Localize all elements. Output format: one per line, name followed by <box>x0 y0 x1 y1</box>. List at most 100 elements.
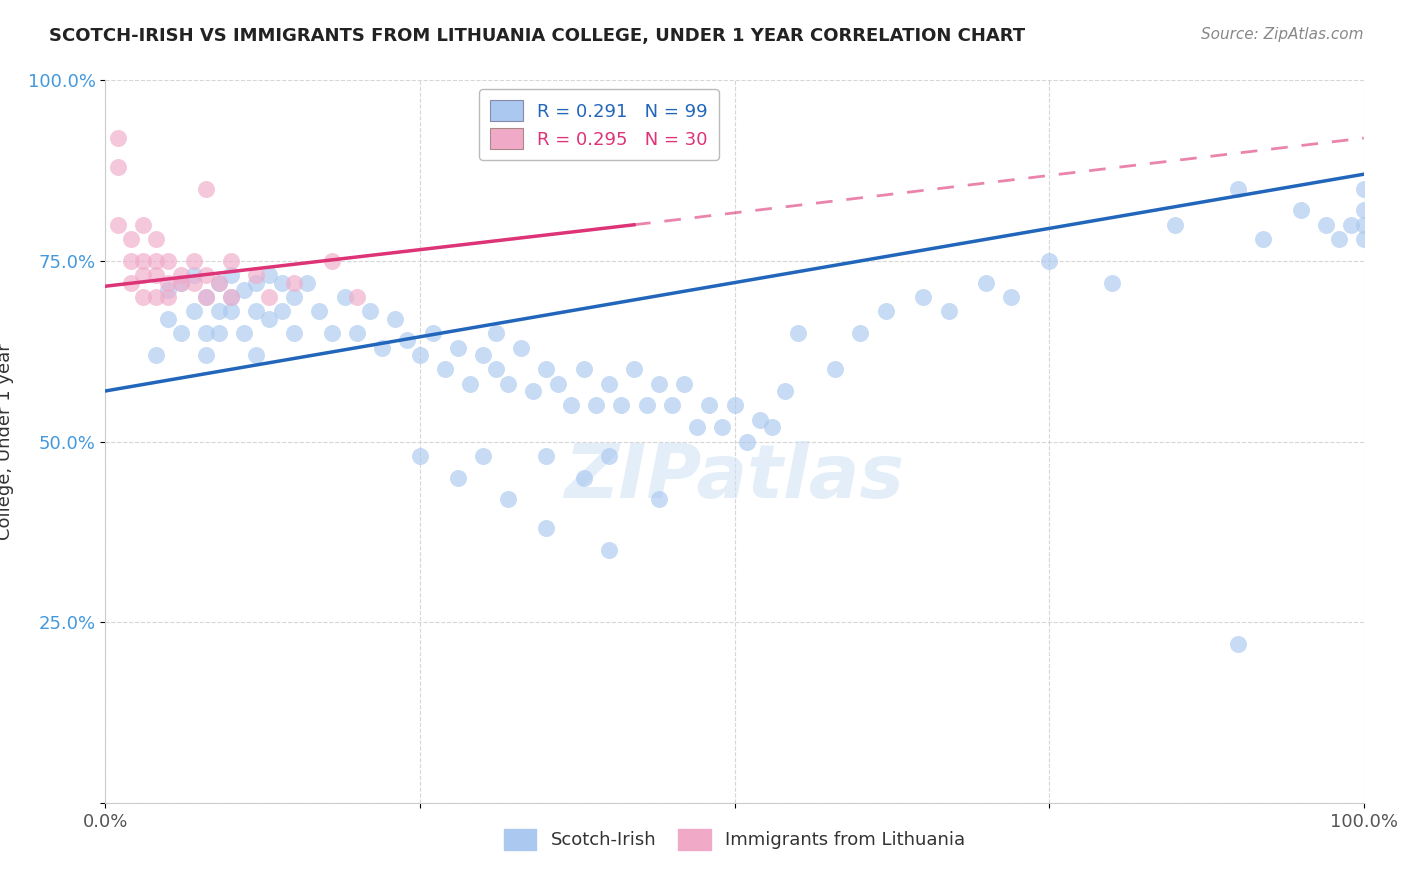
Point <box>723 398 745 412</box>
Point <box>270 304 292 318</box>
Point <box>610 398 633 412</box>
Point <box>195 326 218 340</box>
Point <box>157 253 180 268</box>
Point <box>471 449 495 463</box>
Point <box>547 376 569 391</box>
Point <box>257 268 280 283</box>
Point <box>170 276 193 290</box>
Point <box>1353 218 1375 232</box>
Point <box>170 276 193 290</box>
Point <box>496 492 519 507</box>
Point <box>257 290 280 304</box>
Point <box>107 160 129 174</box>
Point <box>786 326 808 340</box>
Point <box>346 326 368 340</box>
Point <box>208 276 231 290</box>
Point <box>598 376 620 391</box>
Point <box>761 420 783 434</box>
Point <box>359 304 381 318</box>
Point <box>447 341 470 355</box>
Point <box>120 276 142 290</box>
Point <box>534 449 557 463</box>
Point <box>598 449 620 463</box>
Point <box>560 398 582 412</box>
Point <box>132 253 155 268</box>
Point <box>145 232 167 246</box>
Point <box>232 283 254 297</box>
Point <box>183 268 205 283</box>
Point <box>1353 182 1375 196</box>
Point <box>120 253 142 268</box>
Point <box>735 434 758 449</box>
Point <box>232 326 254 340</box>
Point <box>145 253 167 268</box>
Point <box>598 542 620 557</box>
Point <box>219 290 242 304</box>
Point <box>270 276 292 290</box>
Point <box>496 376 519 391</box>
Point <box>145 348 167 362</box>
Point <box>120 232 142 246</box>
Point <box>686 420 709 434</box>
Point <box>1164 218 1187 232</box>
Legend: Scotch-Irish, Immigrants from Lithuania: Scotch-Irish, Immigrants from Lithuania <box>495 820 974 859</box>
Point <box>195 348 218 362</box>
Point <box>145 268 167 283</box>
Point <box>157 290 180 304</box>
Point <box>648 492 671 507</box>
Text: Source: ZipAtlas.com: Source: ZipAtlas.com <box>1201 27 1364 42</box>
Point <box>1327 232 1350 246</box>
Point <box>1038 253 1060 268</box>
Point <box>1315 218 1337 232</box>
Point <box>1000 290 1022 304</box>
Point <box>447 470 470 484</box>
Point <box>673 376 696 391</box>
Point <box>195 290 218 304</box>
Point <box>824 362 846 376</box>
Point <box>219 304 242 318</box>
Point <box>849 326 872 340</box>
Text: ZIPatlas: ZIPatlas <box>565 442 904 514</box>
Point <box>219 268 242 283</box>
Point <box>257 311 280 326</box>
Point <box>484 326 506 340</box>
Point <box>245 268 267 283</box>
Point <box>208 304 231 318</box>
Point <box>471 348 495 362</box>
Point <box>132 268 155 283</box>
Point <box>170 268 193 283</box>
Point <box>1353 203 1375 218</box>
Point <box>245 348 267 362</box>
Point <box>321 253 343 268</box>
Point <box>434 362 457 376</box>
Point <box>1251 232 1274 246</box>
Point <box>183 253 205 268</box>
Point <box>245 276 267 290</box>
Point <box>572 470 595 484</box>
Point <box>157 283 180 297</box>
Point <box>623 362 645 376</box>
Point <box>409 449 432 463</box>
Point <box>219 290 242 304</box>
Point <box>938 304 960 318</box>
Point <box>283 276 305 290</box>
Point <box>484 362 506 376</box>
Point <box>371 341 394 355</box>
Point <box>912 290 935 304</box>
Point <box>396 334 419 348</box>
Point <box>875 304 897 318</box>
Point <box>460 376 482 391</box>
Point <box>132 218 155 232</box>
Point <box>107 218 129 232</box>
Point <box>773 384 796 398</box>
Point <box>208 326 231 340</box>
Point <box>384 311 406 326</box>
Point <box>422 326 444 340</box>
Y-axis label: College, Under 1 year: College, Under 1 year <box>0 343 14 540</box>
Point <box>1226 637 1249 651</box>
Text: SCOTCH-IRISH VS IMMIGRANTS FROM LITHUANIA COLLEGE, UNDER 1 YEAR CORRELATION CHAR: SCOTCH-IRISH VS IMMIGRANTS FROM LITHUANI… <box>49 27 1025 45</box>
Point <box>1289 203 1312 218</box>
Point <box>534 362 557 376</box>
Point <box>522 384 544 398</box>
Point <box>295 276 318 290</box>
